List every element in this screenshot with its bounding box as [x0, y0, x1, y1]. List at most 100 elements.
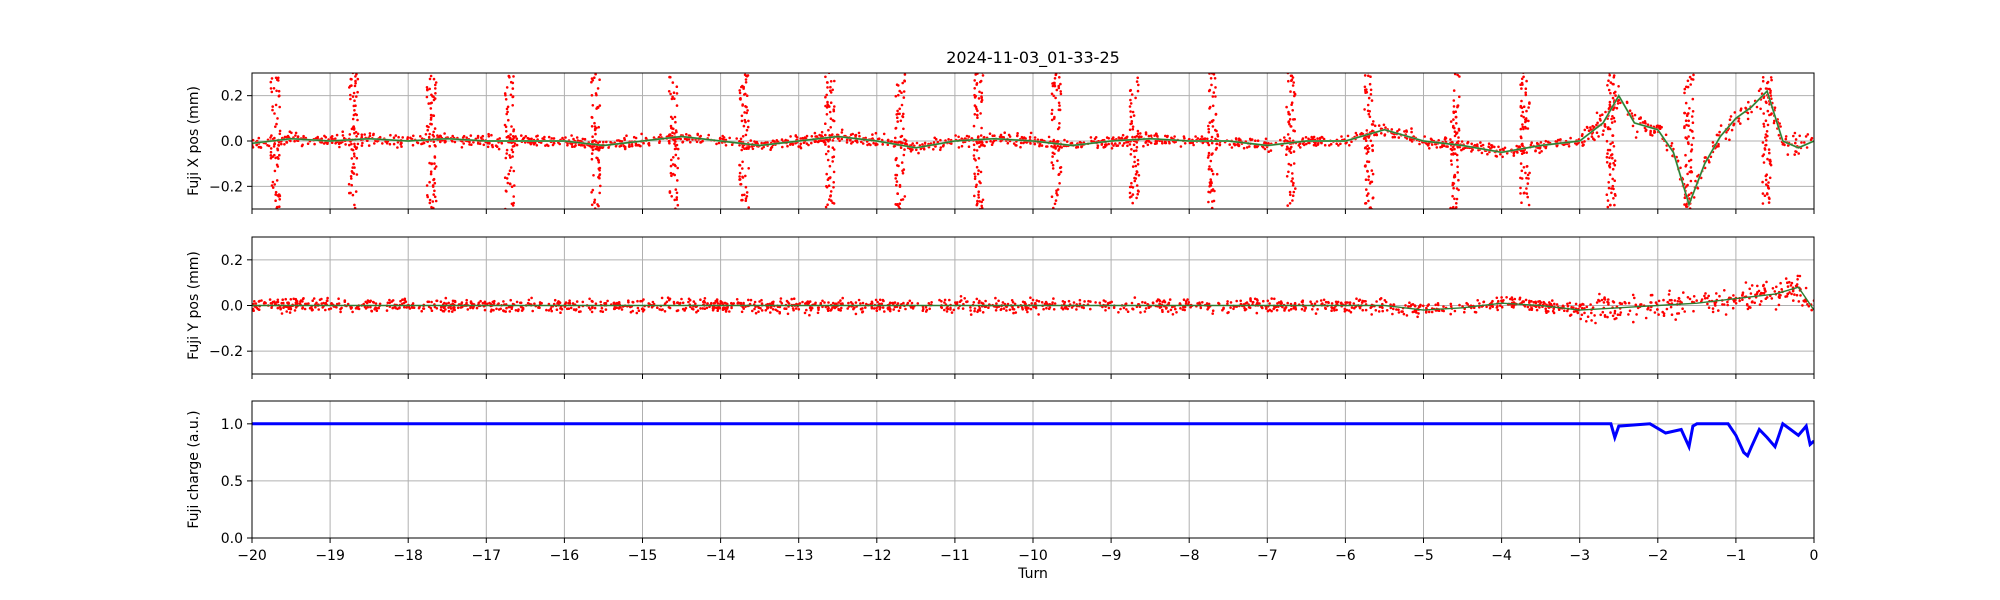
scatter-point — [1703, 294, 1706, 298]
scatter-point — [1239, 299, 1242, 303]
scatter-outlier — [1212, 91, 1216, 94]
scatter-outlier — [431, 185, 435, 188]
scatter-outlier — [507, 172, 511, 176]
scatter-point — [904, 139, 908, 142]
scatter-point — [1245, 146, 1249, 149]
scatter-outlier — [430, 162, 434, 165]
scatter-outlier — [1692, 136, 1695, 140]
scatter-point — [1016, 134, 1019, 137]
scatter-point — [861, 142, 865, 145]
scatter-point — [550, 137, 554, 140]
scatter-outlier — [895, 173, 899, 177]
scatter-outlier — [979, 112, 982, 115]
scatter-point — [411, 143, 415, 147]
scatter-outlier — [1455, 131, 1459, 134]
scatter-outlier — [429, 74, 433, 78]
scatter-point — [1786, 292, 1790, 296]
scatter-outlier — [271, 186, 275, 189]
scatter-outlier — [1613, 203, 1616, 207]
scatter-outlier — [741, 103, 744, 106]
scatter-outlier — [1522, 115, 1525, 119]
scatter-outlier — [1690, 115, 1694, 118]
scatter-point — [1089, 136, 1093, 139]
scatter-point — [1174, 307, 1177, 311]
scatter-outlier — [1610, 117, 1613, 121]
scatter-outlier — [1452, 105, 1456, 108]
scatter-point — [972, 301, 976, 304]
scatter-outlier — [1214, 148, 1218, 151]
scatter-outlier — [505, 112, 509, 116]
scatter-point — [335, 302, 339, 306]
scatter-outlier — [973, 148, 976, 152]
scatter-point — [699, 141, 702, 144]
scatter-outlier — [744, 133, 748, 137]
scatter-point — [1788, 291, 1791, 294]
scatter-point — [1449, 305, 1453, 308]
scatter-point — [403, 297, 407, 301]
scatter-outlier — [1363, 164, 1367, 168]
scatter-outlier — [591, 148, 595, 152]
scatter-outlier — [354, 130, 358, 134]
scatter-point — [1029, 142, 1032, 145]
scatter-point — [845, 138, 849, 141]
scatter-point — [639, 144, 642, 148]
scatter-outlier — [1527, 106, 1530, 109]
scatter-outlier — [1211, 104, 1215, 108]
scatter-outlier — [1684, 119, 1688, 122]
scatter-point — [1125, 308, 1128, 311]
scatter-point — [1738, 299, 1741, 303]
scatter-point — [606, 299, 609, 303]
scatter-outlier — [1761, 79, 1765, 83]
scatter-point — [1373, 124, 1377, 128]
scatter-point — [808, 313, 811, 317]
scatter-outlier — [980, 96, 983, 99]
scatter-outlier — [431, 133, 435, 137]
scatter-point — [1518, 298, 1521, 301]
scatter-point — [1445, 145, 1448, 148]
scatter-point — [317, 308, 321, 311]
scatter-outlier — [425, 86, 429, 89]
scatter-point — [975, 297, 979, 301]
scatter-point — [289, 298, 293, 301]
scatter-outlier — [980, 100, 983, 103]
scatter-point — [1112, 144, 1115, 147]
scatter-point — [1762, 291, 1766, 295]
scatter-point — [1429, 137, 1433, 141]
scatter-point — [889, 140, 893, 143]
scatter-outlier — [894, 127, 897, 130]
scatter-point — [632, 135, 636, 139]
scatter-point — [1283, 307, 1287, 311]
scatter-point — [289, 307, 293, 311]
scatter-point — [460, 301, 464, 304]
scatter-point — [613, 301, 616, 305]
scatter-point — [1804, 286, 1808, 290]
scatter-outlier — [903, 79, 906, 82]
scatter-outlier — [1451, 194, 1454, 198]
scatter-point — [1226, 300, 1229, 303]
scatter-point — [938, 298, 941, 302]
scatter-point — [1156, 134, 1159, 138]
scatter-point — [939, 138, 942, 142]
scatter-outlier — [1521, 83, 1524, 86]
scatter-outlier — [1057, 126, 1061, 129]
scatter-point — [1355, 133, 1359, 137]
scatter-point — [845, 141, 849, 144]
scatter-point — [1307, 137, 1310, 141]
scatter-point — [460, 146, 464, 149]
scatter-point — [1711, 307, 1715, 310]
scatter-outlier — [1366, 103, 1370, 107]
scatter-outlier — [275, 206, 279, 209]
scatter-point — [1292, 305, 1296, 309]
scatter-outlier — [1761, 192, 1765, 195]
scatter-point — [1227, 311, 1230, 314]
scatter-outlier — [1606, 84, 1609, 87]
scatter-point — [1601, 310, 1605, 314]
scatter-point — [485, 302, 489, 306]
scatter-point — [1692, 309, 1695, 313]
scatter-point — [1318, 136, 1322, 140]
scatter-point — [1370, 313, 1373, 316]
scatter-point — [1107, 142, 1110, 146]
scatter-outlier — [356, 142, 360, 146]
scatter-point — [1478, 306, 1481, 309]
scatter-point — [479, 299, 482, 303]
